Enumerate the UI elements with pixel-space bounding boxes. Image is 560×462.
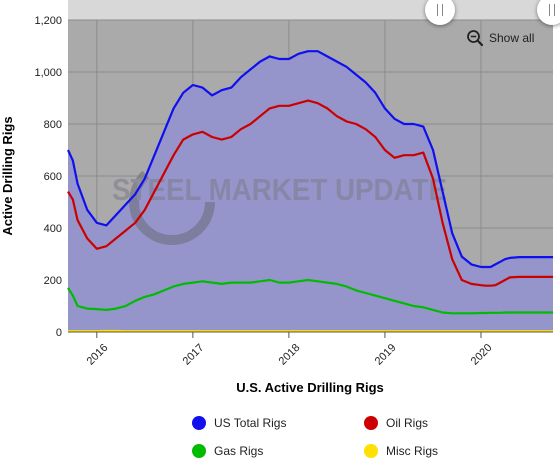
legend-label: Gas Rigs [214,444,264,458]
x-tick-label: 2019 [373,342,399,368]
x-axis: 2016 2017 2018 2019 2020 [85,332,495,368]
chart-area: STEEL MARKET UPDATE 0 200 400 600 800 1,000 1,… [0,0,560,395]
series-oil-rigs [67,99,553,287]
y-tick-label: 800 [44,119,62,131]
x-tick-label: 2016 [85,342,111,368]
series-line [67,278,553,315]
navigator-track[interactable] [68,0,560,20]
y-tick-label: 0 [56,327,62,339]
x-tick-label: 2017 [181,342,207,368]
series-layer [67,50,553,333]
legend-marker [192,416,206,430]
series-gas-rigs [67,278,553,315]
navigator-right-handle[interactable] [537,0,560,25]
legend-item-us-total-rigs[interactable]: US Total Rigs [192,416,286,430]
legend-marker [192,444,206,458]
legend: US Total Rigs Oil Rigs Gas Rigs Misc Rig… [0,410,560,462]
y-tick-label: 400 [44,223,62,235]
navigator-left-handle[interactable] [425,0,455,25]
y-tick-label: 200 [44,275,62,287]
legend-label: Misc Rigs [386,444,439,458]
legend-item-oil-rigs[interactable]: Oil Rigs [364,416,428,430]
x-tick-label: 2018 [277,342,303,368]
legend-marker [364,444,378,458]
series-line [67,50,553,269]
show-all-label: Show all [489,31,535,45]
legend-label: Oil Rigs [386,416,429,430]
legend-item-misc-rigs[interactable]: Misc Rigs [364,444,438,458]
watermark-text: STEEL MARKET UPDATE [112,172,447,207]
y-tick-label: 600 [44,171,62,183]
x-axis-title: U.S. Active Drilling Rigs [236,380,384,395]
legend-label: US Total Rigs [214,416,287,430]
legend-marker [364,416,378,430]
y-tick-label: 1,200 [34,15,62,27]
zoom-out-icon [467,30,484,47]
area-fill-layer [68,51,553,332]
x-tick-label: 2020 [469,342,495,368]
legend-item-gas-rigs[interactable]: Gas Rigs [192,444,263,458]
series-us-total-rigs [67,50,553,269]
series-line [67,99,553,287]
watermark-logo: STEEL MARKET UPDATE [112,159,447,245]
y-axis-title: Active Drilling Rigs [0,116,15,235]
show-all-button[interactable]: Show all [466,29,534,47]
y-tick-label: 1,000 [34,67,62,79]
total-area-fill [68,51,553,332]
y-axis: 0 200 400 600 800 1,000 1,200 [34,15,62,339]
